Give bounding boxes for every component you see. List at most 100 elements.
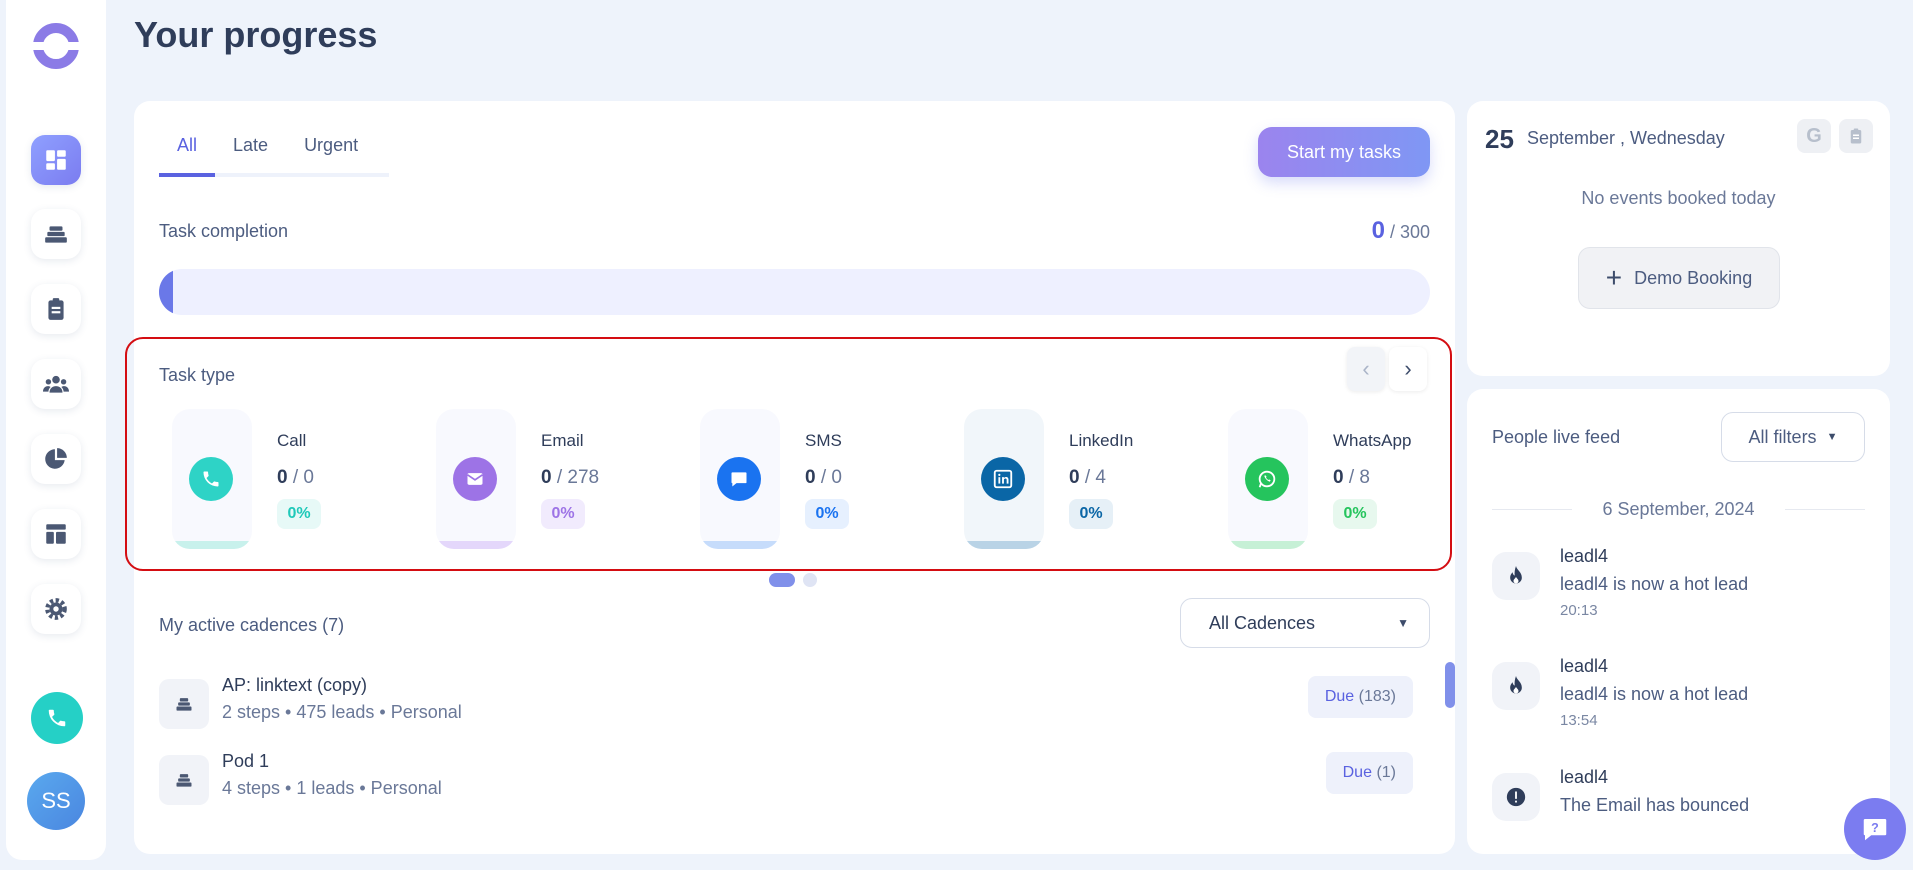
layout-icon xyxy=(46,524,66,544)
cadence-title[interactable]: AP: linktext (copy) xyxy=(222,675,368,695)
feed-lead-name[interactable]: leadl4 xyxy=(1560,546,1609,566)
tab-late[interactable]: Late xyxy=(233,135,269,155)
cadence-subtitle: 2 steps • 475 leads • Personal xyxy=(222,702,462,722)
layers-icon xyxy=(159,679,209,729)
svg-text:?: ? xyxy=(1871,821,1879,835)
cadence-title[interactable]: Pod 1 xyxy=(222,751,270,771)
call-button[interactable] xyxy=(31,692,83,744)
cadence-filter-select[interactable]: All Cadences ▼ xyxy=(1180,598,1430,648)
task-type-highlight xyxy=(125,337,1452,571)
gear-icon xyxy=(45,598,67,620)
feed-message: The Email has bounced xyxy=(1560,795,1750,815)
sidebar-item-cadences[interactable] xyxy=(31,209,81,259)
task-type-percent: 0% xyxy=(805,499,849,529)
dashboard-icon xyxy=(46,150,66,170)
task-type-name: LinkedIn xyxy=(1069,431,1134,450)
sidebar-item-people[interactable] xyxy=(31,359,81,409)
sidebar-item-dashboard[interactable] xyxy=(31,135,81,185)
completed-count: 0 xyxy=(1371,217,1385,244)
feed-date-divider: 6 September, 2024 xyxy=(1492,499,1865,520)
carousel-dot[interactable] xyxy=(769,573,795,587)
task-completion-label: Task completion xyxy=(159,221,289,241)
task-completion-count: 0 / 300 xyxy=(1372,217,1430,245)
plus-icon: + xyxy=(1605,262,1623,293)
sidebar-item-settings[interactable] xyxy=(31,584,81,634)
phone-icon xyxy=(48,709,66,727)
task-type-percent: 0% xyxy=(1333,499,1377,529)
tab-all[interactable]: All xyxy=(159,135,216,177)
start-tasks-button[interactable]: Start my tasks xyxy=(1258,127,1430,177)
task-type-label: Task type xyxy=(159,365,236,385)
no-events-text: No events booked today xyxy=(1581,188,1776,208)
feed-lead-name[interactable]: leadl4 xyxy=(1560,656,1609,676)
linkedin-icon xyxy=(981,457,1025,501)
task-type-count: 0 / 278 xyxy=(541,467,600,488)
demo-booking-label: Demo Booking xyxy=(1634,267,1753,288)
active-cadences-label: My active cadences (7) xyxy=(159,615,345,635)
page-title: Your progress xyxy=(134,14,378,55)
carousel-dot[interactable] xyxy=(803,573,817,587)
carousel-next-button[interactable]: › xyxy=(1389,347,1427,391)
demo-booking-button[interactable]: + Demo Booking xyxy=(1578,247,1780,309)
task-type-whatsapp[interactable]: WhatsApp 0 / 8 0% xyxy=(1228,409,1492,549)
live-feed-title: People live feed xyxy=(1492,427,1621,447)
calendar-day: 25 xyxy=(1485,124,1514,154)
help-chat-button[interactable]: ? xyxy=(1844,798,1906,860)
task-type-count: 0 / 0 xyxy=(277,467,314,488)
tab-urgent[interactable]: Urgent xyxy=(304,135,359,155)
cadence-filter-value: All Cadences xyxy=(1209,613,1316,633)
feed-lead-name[interactable]: leadl4 xyxy=(1560,767,1609,787)
fire-icon xyxy=(1492,662,1540,710)
task-type-count: 0 / 4 xyxy=(1069,467,1106,488)
task-type-count: 0 / 0 xyxy=(805,467,842,488)
tasks-card: All Late Urgent Start my tasks Task comp… xyxy=(125,101,1455,854)
alert-icon xyxy=(1492,773,1540,821)
sidebar-item-templates[interactable] xyxy=(31,509,81,559)
google-icon[interactable]: G xyxy=(1797,119,1831,153)
task-type-name: Call xyxy=(277,431,307,450)
cadence-scrollbar[interactable] xyxy=(1445,662,1455,708)
task-type-name: Email xyxy=(541,431,584,450)
layers-icon xyxy=(159,755,209,805)
chevron-left-icon: ‹ xyxy=(1362,356,1370,381)
feed-item[interactable]: leadl4 leadl4 is now a hot lead 13:54 xyxy=(1492,656,1862,736)
calendar-card: 25 September , Wednesday G No events boo… xyxy=(1467,101,1890,376)
email-icon xyxy=(453,457,497,501)
task-type-email[interactable]: Email 0 / 278 0% xyxy=(436,409,700,549)
task-type-percent: 0% xyxy=(1069,499,1113,529)
pie-chart-icon xyxy=(45,448,67,469)
clipboard-icon xyxy=(48,298,64,320)
sidebar: SS xyxy=(6,0,106,860)
cadence-row[interactable]: AP: linktext (copy) 2 steps • 475 leads … xyxy=(159,675,1421,731)
clipboard-icon[interactable] xyxy=(1839,119,1873,153)
calendar-date: September , Wednesday xyxy=(1527,128,1725,148)
total-count: / 300 xyxy=(1389,222,1430,242)
fire-icon xyxy=(1492,552,1540,600)
whatsapp-icon xyxy=(1245,457,1289,501)
sidebar-item-tasks[interactable] xyxy=(31,284,81,334)
cadence-row[interactable]: Pod 1 4 steps • 1 leads • Personal Due (… xyxy=(159,751,1421,807)
carousel-prev-button[interactable]: ‹ xyxy=(1347,347,1385,391)
avatar[interactable]: SS xyxy=(27,772,85,830)
feed-filter-dropdown[interactable]: All filters ▼ xyxy=(1721,412,1865,462)
task-type-sms[interactable]: SMS 0 / 0 0% xyxy=(700,409,964,549)
help-chat-icon: ? xyxy=(1863,819,1887,841)
layers-icon xyxy=(45,226,67,243)
task-type-count: 0 / 8 xyxy=(1333,467,1370,488)
chevron-right-icon: › xyxy=(1404,356,1412,381)
task-type-percent: 0% xyxy=(277,499,321,529)
phone-icon xyxy=(189,457,233,501)
feed-item[interactable]: leadl4 leadl4 is now a hot lead 20:13 xyxy=(1492,546,1862,626)
feed-item[interactable]: leadl4 The Email has bounced xyxy=(1492,767,1862,847)
task-type-linkedin[interactable]: LinkedIn 0 / 4 0% xyxy=(964,409,1228,549)
task-type-percent: 0% xyxy=(541,499,585,529)
cadence-due-button[interactable]: Due (1) xyxy=(1325,752,1413,794)
app-logo[interactable] xyxy=(32,22,80,70)
people-icon xyxy=(43,375,69,393)
task-type-name: SMS xyxy=(805,431,842,450)
feed-time: 13:54 xyxy=(1560,712,1598,729)
task-type-call[interactable]: Call 0 / 0 0% xyxy=(172,409,436,549)
cadence-due-button[interactable]: Due (183) xyxy=(1307,676,1413,718)
feed-time: 20:13 xyxy=(1560,602,1598,619)
sidebar-item-reports[interactable] xyxy=(31,434,81,484)
